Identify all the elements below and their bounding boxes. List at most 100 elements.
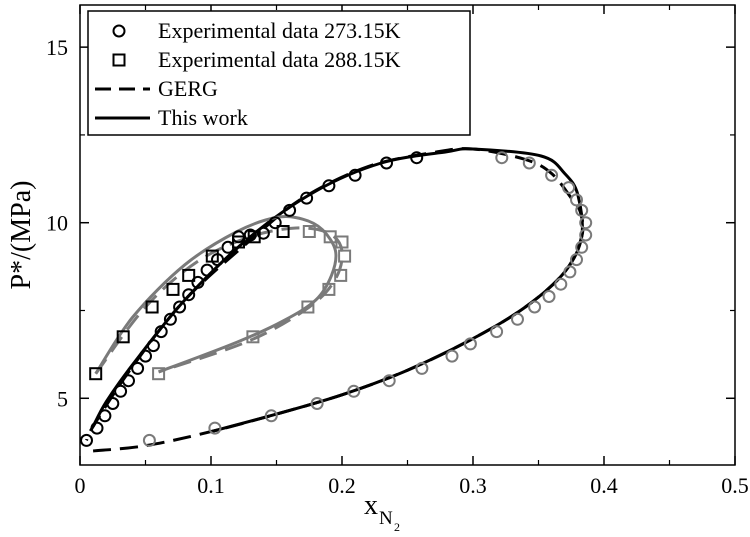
data-point-1-0 <box>495 151 509 165</box>
data-point-2-6 <box>232 235 245 249</box>
legend-label: Experimental data 288.15K <box>158 47 401 72</box>
data-point-1-6 <box>579 216 593 230</box>
data-point-3-0 <box>302 225 316 238</box>
y-tick-label: 5 <box>57 386 68 411</box>
legend-label: Experimental data 273.15K <box>158 18 401 43</box>
data-point-0-9 <box>154 325 168 339</box>
data-point-0-0 <box>80 433 93 447</box>
data-point-2-3 <box>166 282 180 296</box>
data-point-1-24 <box>142 433 156 447</box>
data-point-1-4 <box>570 193 583 207</box>
x-tick-label: 0.5 <box>721 473 749 498</box>
data-point-0-13 <box>191 275 205 289</box>
data-point-3-3 <box>338 249 352 263</box>
data-point-0-14 <box>200 263 214 277</box>
data-point-2-2 <box>145 300 159 314</box>
data-point-3-6 <box>301 300 315 314</box>
data-point-1-21 <box>310 397 324 410</box>
data-point-1-16 <box>463 337 477 351</box>
y-tick-label: 10 <box>46 211 68 236</box>
data-point-0-19 <box>256 226 270 240</box>
data-point-0-5 <box>122 374 135 388</box>
data-point-1-19 <box>382 374 396 388</box>
data-point-0-11 <box>173 300 187 314</box>
data-point-1-18 <box>415 361 429 375</box>
legend-label: GERG <box>158 76 218 101</box>
data-point-3-5 <box>322 282 336 296</box>
x-tick-label: 0.4 <box>590 473 618 498</box>
data-point-1-14 <box>511 312 524 326</box>
data-point-1-12 <box>542 290 556 303</box>
data-point-0-18 <box>243 228 257 242</box>
data-point-1-22 <box>264 409 278 423</box>
series-line-7 <box>94 215 338 375</box>
data-point-0-12 <box>182 288 196 302</box>
data-point-2-1 <box>116 330 130 344</box>
legend-box <box>87 10 471 136</box>
data-point-1-11 <box>554 277 568 291</box>
data-point-0-1 <box>90 421 104 435</box>
data-point-1-10 <box>563 265 577 279</box>
data-point-0-7 <box>139 349 152 363</box>
data-point-0-3 <box>106 397 120 410</box>
x-tick-label: 0 <box>75 473 86 498</box>
data-point-0-20 <box>268 216 282 230</box>
data-point-0-25 <box>380 156 393 170</box>
data-point-1-15 <box>490 325 504 339</box>
data-point-0-6 <box>131 361 145 375</box>
data-point-1-13 <box>528 300 542 314</box>
legend-circle-marker <box>112 24 126 38</box>
x-axis-title-main: x <box>364 490 378 521</box>
legend-entry: Experimental data 273.15K <box>112 18 401 43</box>
legend-entry: Experimental data 288.15K <box>112 47 401 72</box>
chart-axes: 0 0.1 0.2 0.3 0.4 0.5 5 10 15 P*/(MPa) x N 2 <box>6 4 749 534</box>
data-point-0-21 <box>283 203 297 217</box>
x-axis-title-subsubscript: 2 <box>394 520 400 534</box>
data-point-2-0 <box>89 367 103 381</box>
data-point-3-4 <box>334 268 348 282</box>
legend: Experimental data 273.15K Experimental da… <box>87 10 471 136</box>
legend-square-marker <box>112 53 126 67</box>
series-line-6 <box>94 226 344 375</box>
data-point-2-7 <box>247 230 261 244</box>
data-point-0-10 <box>163 312 177 326</box>
data-point-1-17 <box>445 349 459 363</box>
data-point-0-23 <box>322 179 336 193</box>
data-point-2-5 <box>205 249 219 263</box>
data-point-0-22 <box>300 191 314 205</box>
data-point-1-20 <box>347 384 361 398</box>
data-point-0-8 <box>146 339 160 353</box>
data-point-1-8 <box>575 240 589 254</box>
data-point-1-1 <box>522 156 536 170</box>
x-tick-label: 0.1 <box>197 473 225 498</box>
data-point-2-4 <box>182 268 196 282</box>
data-point-1-23 <box>208 421 222 435</box>
data-point-1-3 <box>562 181 576 195</box>
x-axis-title-subscript: N <box>379 508 393 529</box>
data-point-3-7 <box>246 330 260 344</box>
data-point-1-2 <box>545 168 559 182</box>
data-point-3-2 <box>335 235 349 249</box>
legend-label: This work <box>158 105 248 130</box>
y-axis-title: P*/(MPa) <box>6 181 37 290</box>
legend-entry: GERG <box>95 76 218 101</box>
series-line-5 <box>91 147 584 434</box>
x-tick-label: 0.3 <box>459 473 487 498</box>
chart-marks <box>80 147 593 453</box>
data-point-0-24 <box>348 168 362 182</box>
data-point-1-9 <box>570 253 583 267</box>
legend-entry: This work <box>95 105 248 130</box>
y-tick-label: 15 <box>46 35 68 60</box>
data-point-1-5 <box>575 203 589 217</box>
data-point-0-2 <box>98 409 112 423</box>
data-point-0-26 <box>410 151 424 165</box>
data-point-1-7 <box>579 228 593 242</box>
data-point-0-4 <box>114 384 128 398</box>
data-point-0-16 <box>221 240 235 254</box>
data-point-3-8 <box>152 367 166 381</box>
series-line-4 <box>85 147 585 453</box>
x-tick-label: 0.2 <box>328 473 356 498</box>
data-point-2-8 <box>276 225 290 238</box>
